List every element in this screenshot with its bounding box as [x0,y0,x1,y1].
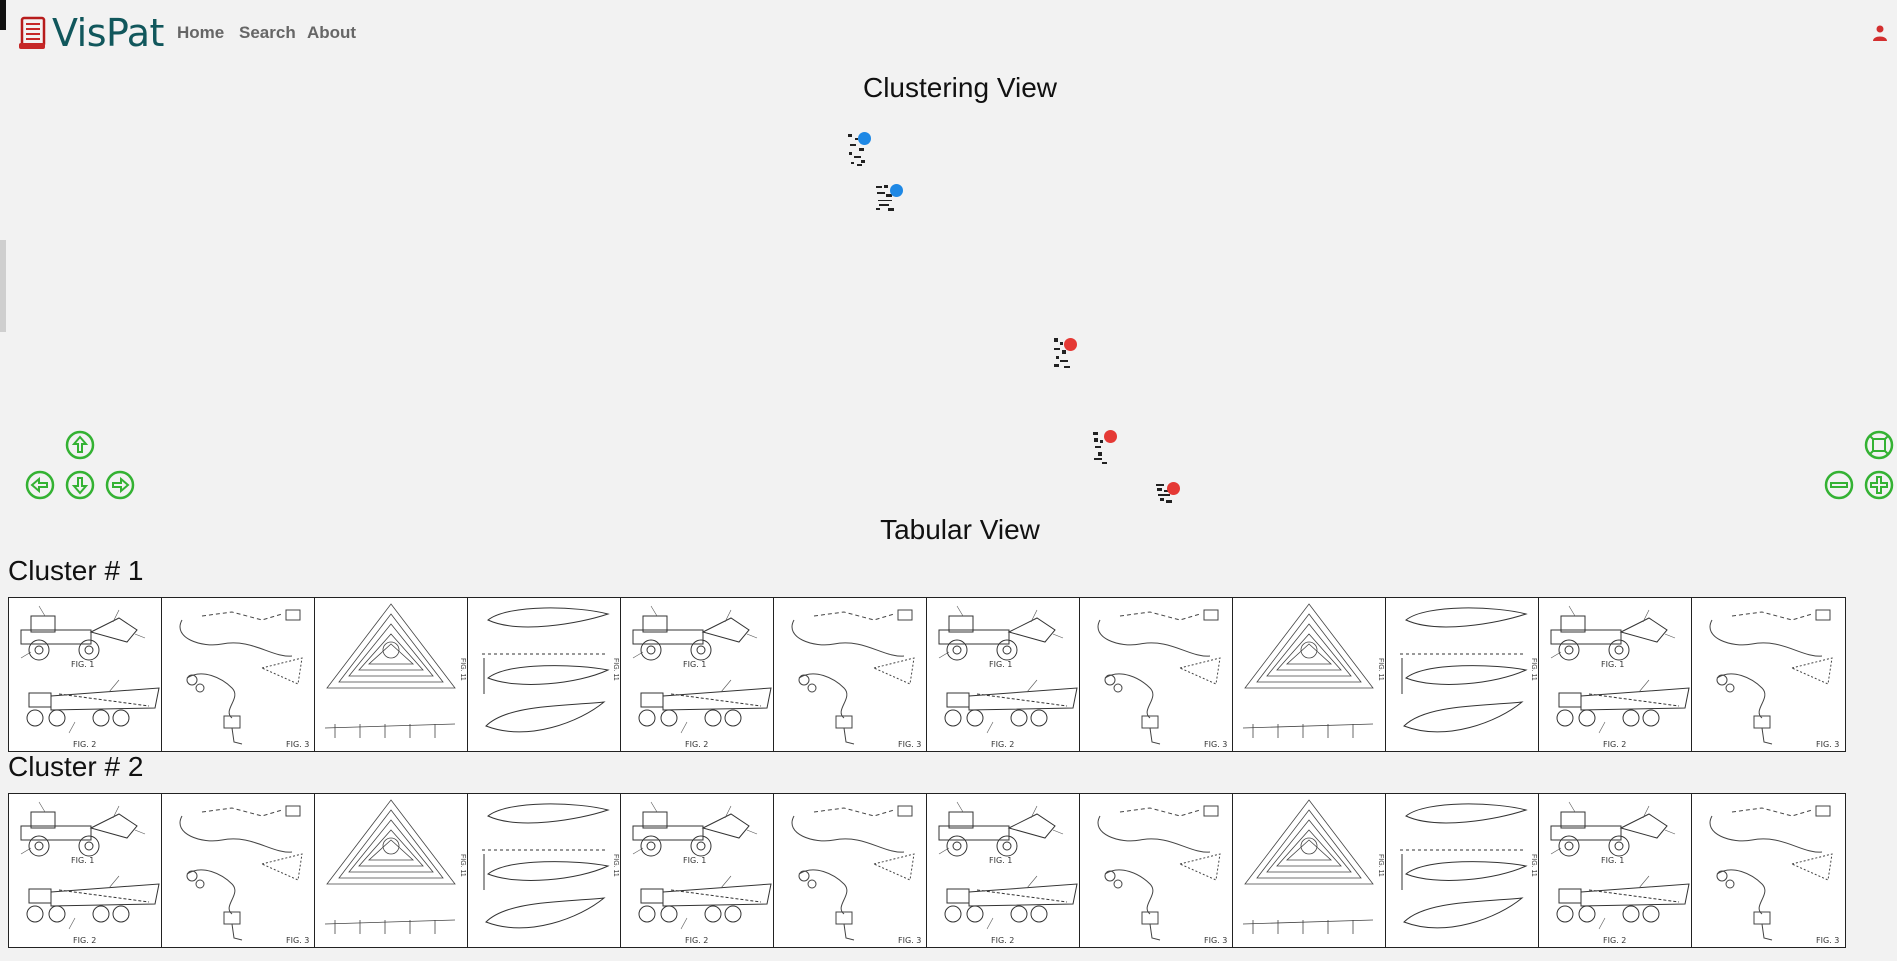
zoom-out-icon[interactable] [1824,470,1854,500]
cluster-point-thumbnail[interactable] [1090,428,1116,468]
cluster-1-label: Cluster # 1 [8,555,144,586]
scrollbar-thumb[interactable] [0,240,6,332]
svg-text:FIG. 11: FIG. 11 [1530,854,1537,877]
svg-text:FIG. 11: FIG. 11 [459,854,466,877]
patent-image-airfoil[interactable]: FIG. 11 [468,598,621,751]
patent-image-cam[interactable]: FIG. 11 [1233,598,1386,751]
cluster-point[interactable] [890,184,903,197]
arrow-up-icon[interactable] [65,430,95,460]
fit-icon[interactable] [1864,430,1894,460]
patent-image-excavator[interactable]: FIG. 1 FIG. 2 [621,794,774,947]
patent-image-excavator[interactable]: FIG. 1 FIG. 2 [621,598,774,751]
nav-search-link[interactable]: Search [239,23,296,42]
patent-image-path[interactable]: FIG. 3 [774,794,927,947]
cluster-point[interactable] [858,132,871,145]
patent-image-excavator[interactable]: FIG. 1 FIG. 2 [927,598,1080,751]
patent-image-excavator[interactable]: FIG. 1 FIG. 2 [927,794,1080,947]
zoom-in-icon[interactable] [1864,470,1894,500]
svg-text:FIG. 11: FIG. 11 [612,658,619,681]
patent-image-cam[interactable]: FIG. 11 [315,794,468,947]
svg-text:FIG. 11: FIG. 11 [1377,854,1384,877]
patent-image-airfoil[interactable]: FIG. 11 [468,794,621,947]
patent-image-excavator[interactable]: FIG. 1 FIG. 2 [1539,598,1692,751]
arrow-down-icon[interactable] [65,470,95,500]
patent-image-cam[interactable]: FIG. 11 [315,598,468,751]
clustering-view-title: Clustering View [862,72,1058,103]
patent-image-airfoil[interactable]: FIG. 11 [1386,794,1539,947]
arrow-left-icon[interactable] [25,470,55,500]
user-icon[interactable] [1871,24,1889,42]
cluster-2-label: Cluster # 2 [8,751,144,782]
patent-image-path[interactable]: FIG. 3 [162,598,315,751]
patent-image-path[interactable]: FIG. 3 [1692,598,1845,751]
logo-text: VisPat [52,11,164,55]
window-edge-mark [0,0,6,30]
cluster-point[interactable] [1064,338,1077,351]
svg-text:FIG. 11: FIG. 11 [1377,658,1384,681]
clustering-canvas[interactable] [0,110,1897,520]
nav-about-link[interactable]: About [307,23,357,42]
cluster-1-image-strip: FIG. 1 FIG. 2 FIG. 3 [8,597,1846,752]
navbar: VisPat Home Search About [0,0,1897,66]
cluster-point-thumbnail[interactable] [845,130,871,170]
book-stack-icon [19,16,46,49]
cluster-point[interactable] [1167,482,1180,495]
patent-image-cam[interactable]: FIG. 11 [1233,794,1386,947]
svg-text:FIG. 11: FIG. 11 [1530,658,1537,681]
patent-image-path[interactable]: FIG. 3 [774,598,927,751]
svg-text:FIG. 11: FIG. 11 [612,854,619,877]
patent-image-airfoil[interactable]: FIG. 11 [1386,598,1539,751]
patent-image-path[interactable]: FIG. 3 [1080,794,1233,947]
cluster-2-image-strip: FIG. 1 FIG. 2 FIG. 3 [8,793,1846,948]
cluster-point[interactable] [1104,430,1117,443]
tabular-view-title: Tabular View [880,514,1040,545]
nav-home-link[interactable]: Home [177,23,225,42]
arrow-right-icon[interactable] [105,470,135,500]
patent-image-excavator[interactable]: FIG. 1 FIG. 2 [1539,794,1692,947]
patent-image-excavator[interactable]: FIG. 1 FIG. 2 [9,598,162,751]
vispat-logo[interactable]: VisPat [18,13,164,53]
patent-image-path[interactable]: FIG. 3 [1080,598,1233,751]
cluster-point-thumbnail[interactable] [874,182,900,222]
patent-image-excavator[interactable]: FIG. 1 FIG. 2 [9,794,162,947]
svg-text:FIG. 11: FIG. 11 [459,658,466,681]
cluster-point-thumbnail[interactable] [1050,336,1076,376]
patent-image-path[interactable]: FIG. 3 [1692,794,1845,947]
patent-image-path[interactable]: FIG. 3 [162,794,315,947]
